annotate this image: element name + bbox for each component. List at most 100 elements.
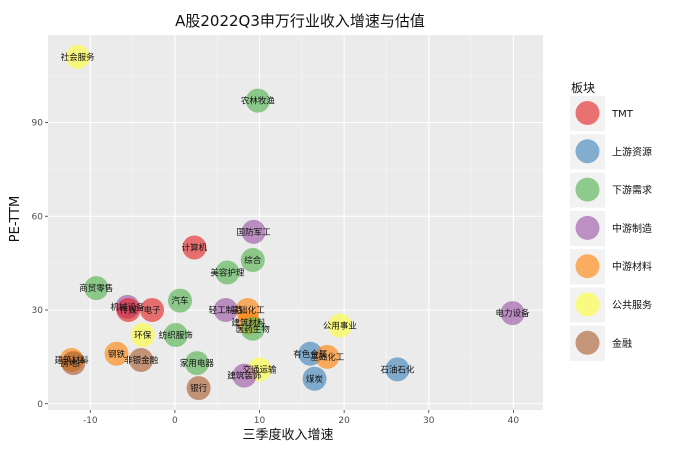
legend-label: 上游资源: [612, 145, 652, 158]
point-label: 纺织服饰: [159, 330, 194, 341]
legend-label: 下游需求: [612, 184, 652, 197]
point-marker: [500, 301, 525, 326]
legend-key-marker: [575, 139, 600, 164]
point-marker: [163, 323, 188, 347]
point-label: 家用电器: [180, 358, 215, 369]
point-label: 建筑材料: [55, 355, 90, 366]
data-point: [302, 366, 327, 391]
data-point: [182, 235, 207, 260]
legend-label: TMT: [611, 109, 634, 120]
plot-panel: [48, 35, 543, 410]
legend-key-marker: [575, 177, 600, 202]
data-point: [232, 363, 257, 388]
legend-label: 金融: [612, 337, 632, 350]
point-label: 有色金属: [293, 349, 327, 360]
point-marker: [182, 235, 207, 260]
data-point: [129, 348, 154, 372]
point-marker: [116, 298, 141, 322]
legend-item: 下游需求: [570, 172, 652, 208]
point-label: 电力设备: [496, 308, 531, 319]
point-label: 银行: [190, 383, 208, 394]
data-point: [213, 298, 238, 322]
point-marker: [240, 248, 265, 272]
point-marker: [61, 351, 86, 376]
legend-key-marker: [575, 292, 600, 317]
legend-item: 中游制造: [570, 210, 652, 246]
point-label: 非银金融: [124, 355, 159, 366]
point-label: 房地产: [61, 358, 87, 369]
point-label: 建筑材料: [232, 318, 267, 329]
x-tick-label: 0: [172, 416, 178, 426]
data-point: [215, 260, 240, 285]
point-label: 国防军工: [237, 227, 272, 238]
legend-item: 中游材料: [570, 249, 652, 285]
point-label: 传媒: [120, 305, 138, 316]
data-point: [315, 344, 340, 369]
point-label: 社会服务: [61, 52, 96, 63]
point-marker: [213, 298, 238, 322]
gridlines: [48, 35, 543, 410]
data-point: [130, 323, 155, 347]
point-label: 石油石化: [380, 364, 415, 375]
point-marker: [184, 351, 209, 376]
x-tick-label: 10: [254, 416, 266, 426]
point-label: 基础化工: [310, 352, 345, 363]
point-label: 环保: [134, 330, 152, 341]
legend-title: 板块: [571, 81, 595, 95]
data-point: [140, 298, 165, 322]
legend-item: 金融: [570, 325, 632, 361]
data-point: [241, 219, 266, 244]
point-marker: [327, 313, 352, 338]
legend-key-marker: [575, 330, 600, 355]
data-point: [84, 276, 109, 301]
legend-key-marker: [575, 101, 600, 125]
chart-title: A股2022Q3申万行业收入增速与估值: [175, 12, 425, 30]
point-marker: [129, 348, 154, 372]
data-point: [163, 323, 188, 347]
x-tick-label: -10: [83, 416, 98, 426]
legend-item: 上游资源: [570, 134, 652, 170]
point-label: 交通运输: [243, 364, 278, 375]
legend-key-marker: [575, 215, 600, 240]
point-marker: [385, 357, 410, 382]
x-tick-label: 20: [338, 416, 350, 426]
point-marker: [232, 363, 257, 388]
point-marker: [215, 260, 240, 285]
point-label: 煤炭: [306, 374, 324, 385]
data-point: [168, 288, 192, 313]
data-point: [385, 357, 410, 382]
point-label: 美容护理: [210, 268, 245, 279]
point-label: 机械设备: [111, 302, 146, 313]
axis-ticks: -10 0 10 20 30 40 0 30 60 90: [32, 119, 520, 427]
data-point: [104, 341, 129, 366]
point-marker: [65, 44, 90, 69]
point-marker: [104, 341, 129, 366]
y-tick-label: 30: [32, 306, 44, 316]
point-marker: [140, 298, 165, 322]
point-label: 公用事业: [323, 321, 357, 332]
legend-label: 中游制造: [612, 222, 652, 235]
point-marker: [186, 376, 211, 401]
point-marker: [240, 316, 265, 341]
point-marker: [302, 366, 327, 391]
point-marker: [168, 288, 192, 313]
point-marker: [130, 323, 155, 347]
data-point: [61, 351, 86, 376]
legend-label: 中游材料: [612, 260, 652, 273]
legend-item: 公共服务: [570, 287, 652, 323]
data-point: [184, 351, 209, 376]
y-tick-label: 0: [37, 400, 43, 410]
point-marker: [84, 276, 109, 301]
point-label: 电子: [144, 305, 162, 316]
point-marker: [241, 219, 266, 244]
legend-label: 公共服务: [612, 299, 652, 312]
y-tick-label: 60: [32, 212, 44, 222]
data-point: [245, 88, 270, 113]
data-point: [327, 313, 352, 338]
data-point: [65, 44, 90, 69]
point-label: 基础化工: [231, 305, 266, 316]
point-label: 计算机: [182, 243, 208, 254]
